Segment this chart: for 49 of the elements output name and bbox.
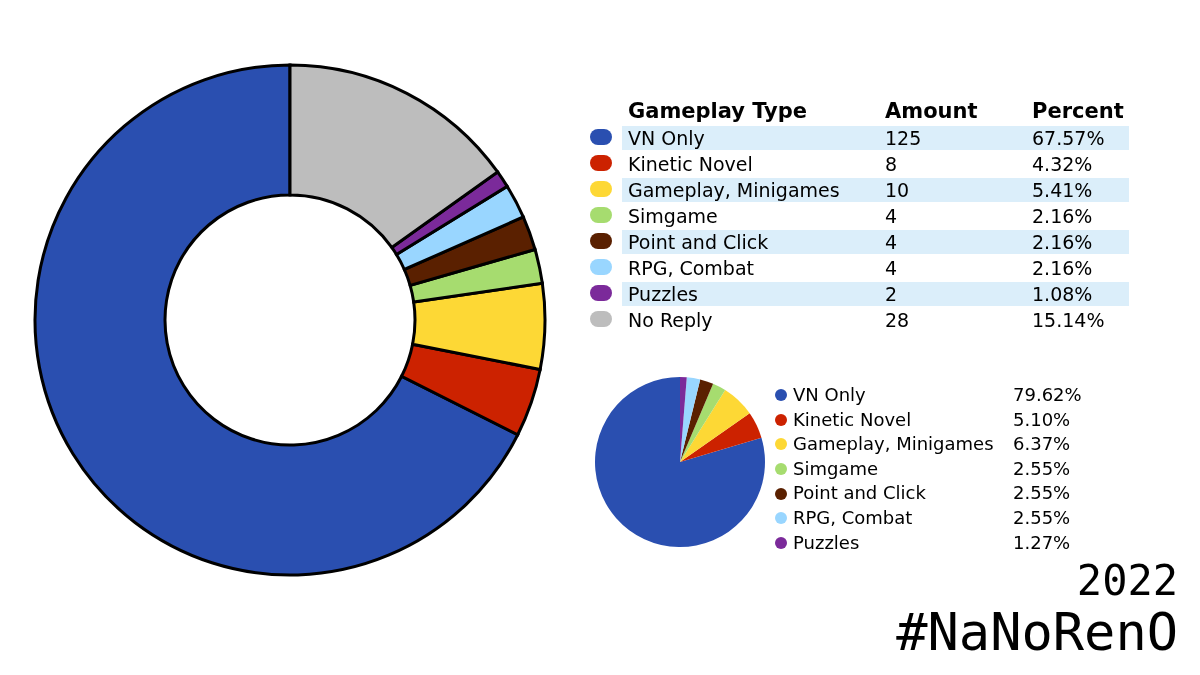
text: 8 [884,152,899,176]
legend-label: No Reply [627,308,714,332]
text: 10 [879,178,1026,202]
legend-label: RPG, Combat [793,505,914,530]
legend-label: Puzzles [793,530,861,555]
data-label: 2.55% [1013,505,1071,530]
legend-title: Gameplay Type [627,98,809,124]
legend-label: VN Only [793,383,867,407]
data-label: 2.16% [1031,256,1094,280]
data-label: 5.10% [1013,407,1071,432]
legend-label: Gameplay, Minigames [622,178,879,202]
pie-slice [680,379,714,462]
text: #NaNoRenO [896,602,1178,662]
data-label: 2.55% [1013,481,1071,506]
text: Amount [884,98,979,124]
legend-label: Point and Click [793,481,927,506]
data-label: 5.41% [1026,178,1129,202]
legend-label: Simgame [627,204,719,228]
text: 2 [879,282,1026,306]
text: 4 [879,230,1026,254]
data-label: 2.16% [1026,230,1129,254]
data-label: 2.55% [1013,456,1071,481]
data-label: 15.14% [1031,308,1106,332]
data-label: 67.57% [1026,126,1129,150]
text: 125 [879,126,1026,150]
legend-label: Point and Click [622,230,879,254]
pie-slice [680,390,750,462]
pie-slice [680,413,762,462]
pie-slice [680,377,701,462]
text: 28 [884,308,911,332]
legend-label: VN Only [622,126,879,150]
text: Percent [1031,98,1125,124]
text: 2022 [1075,556,1178,605]
legend-label: RPG, Combat [627,256,755,280]
data-label: 1.08% [1026,282,1129,306]
data-label: 2.16% [1031,204,1094,228]
text: 4 [884,204,899,228]
data-label: 79.62% [1013,383,1082,407]
legend-label: Kinetic Novel [627,152,754,176]
legend-label: Gameplay, Minigames [793,432,995,457]
pie-slice [680,383,726,462]
legend-label: Puzzles [622,282,879,306]
text: 4 [884,256,899,280]
data-label: 4.32% [1031,152,1094,176]
pie-slice [595,377,765,547]
legend-label: Simgame [793,456,880,481]
data-label: 6.37% [1013,432,1071,457]
legend-label: Kinetic Novel [793,407,913,432]
data-label: 1.27% [1013,530,1071,555]
